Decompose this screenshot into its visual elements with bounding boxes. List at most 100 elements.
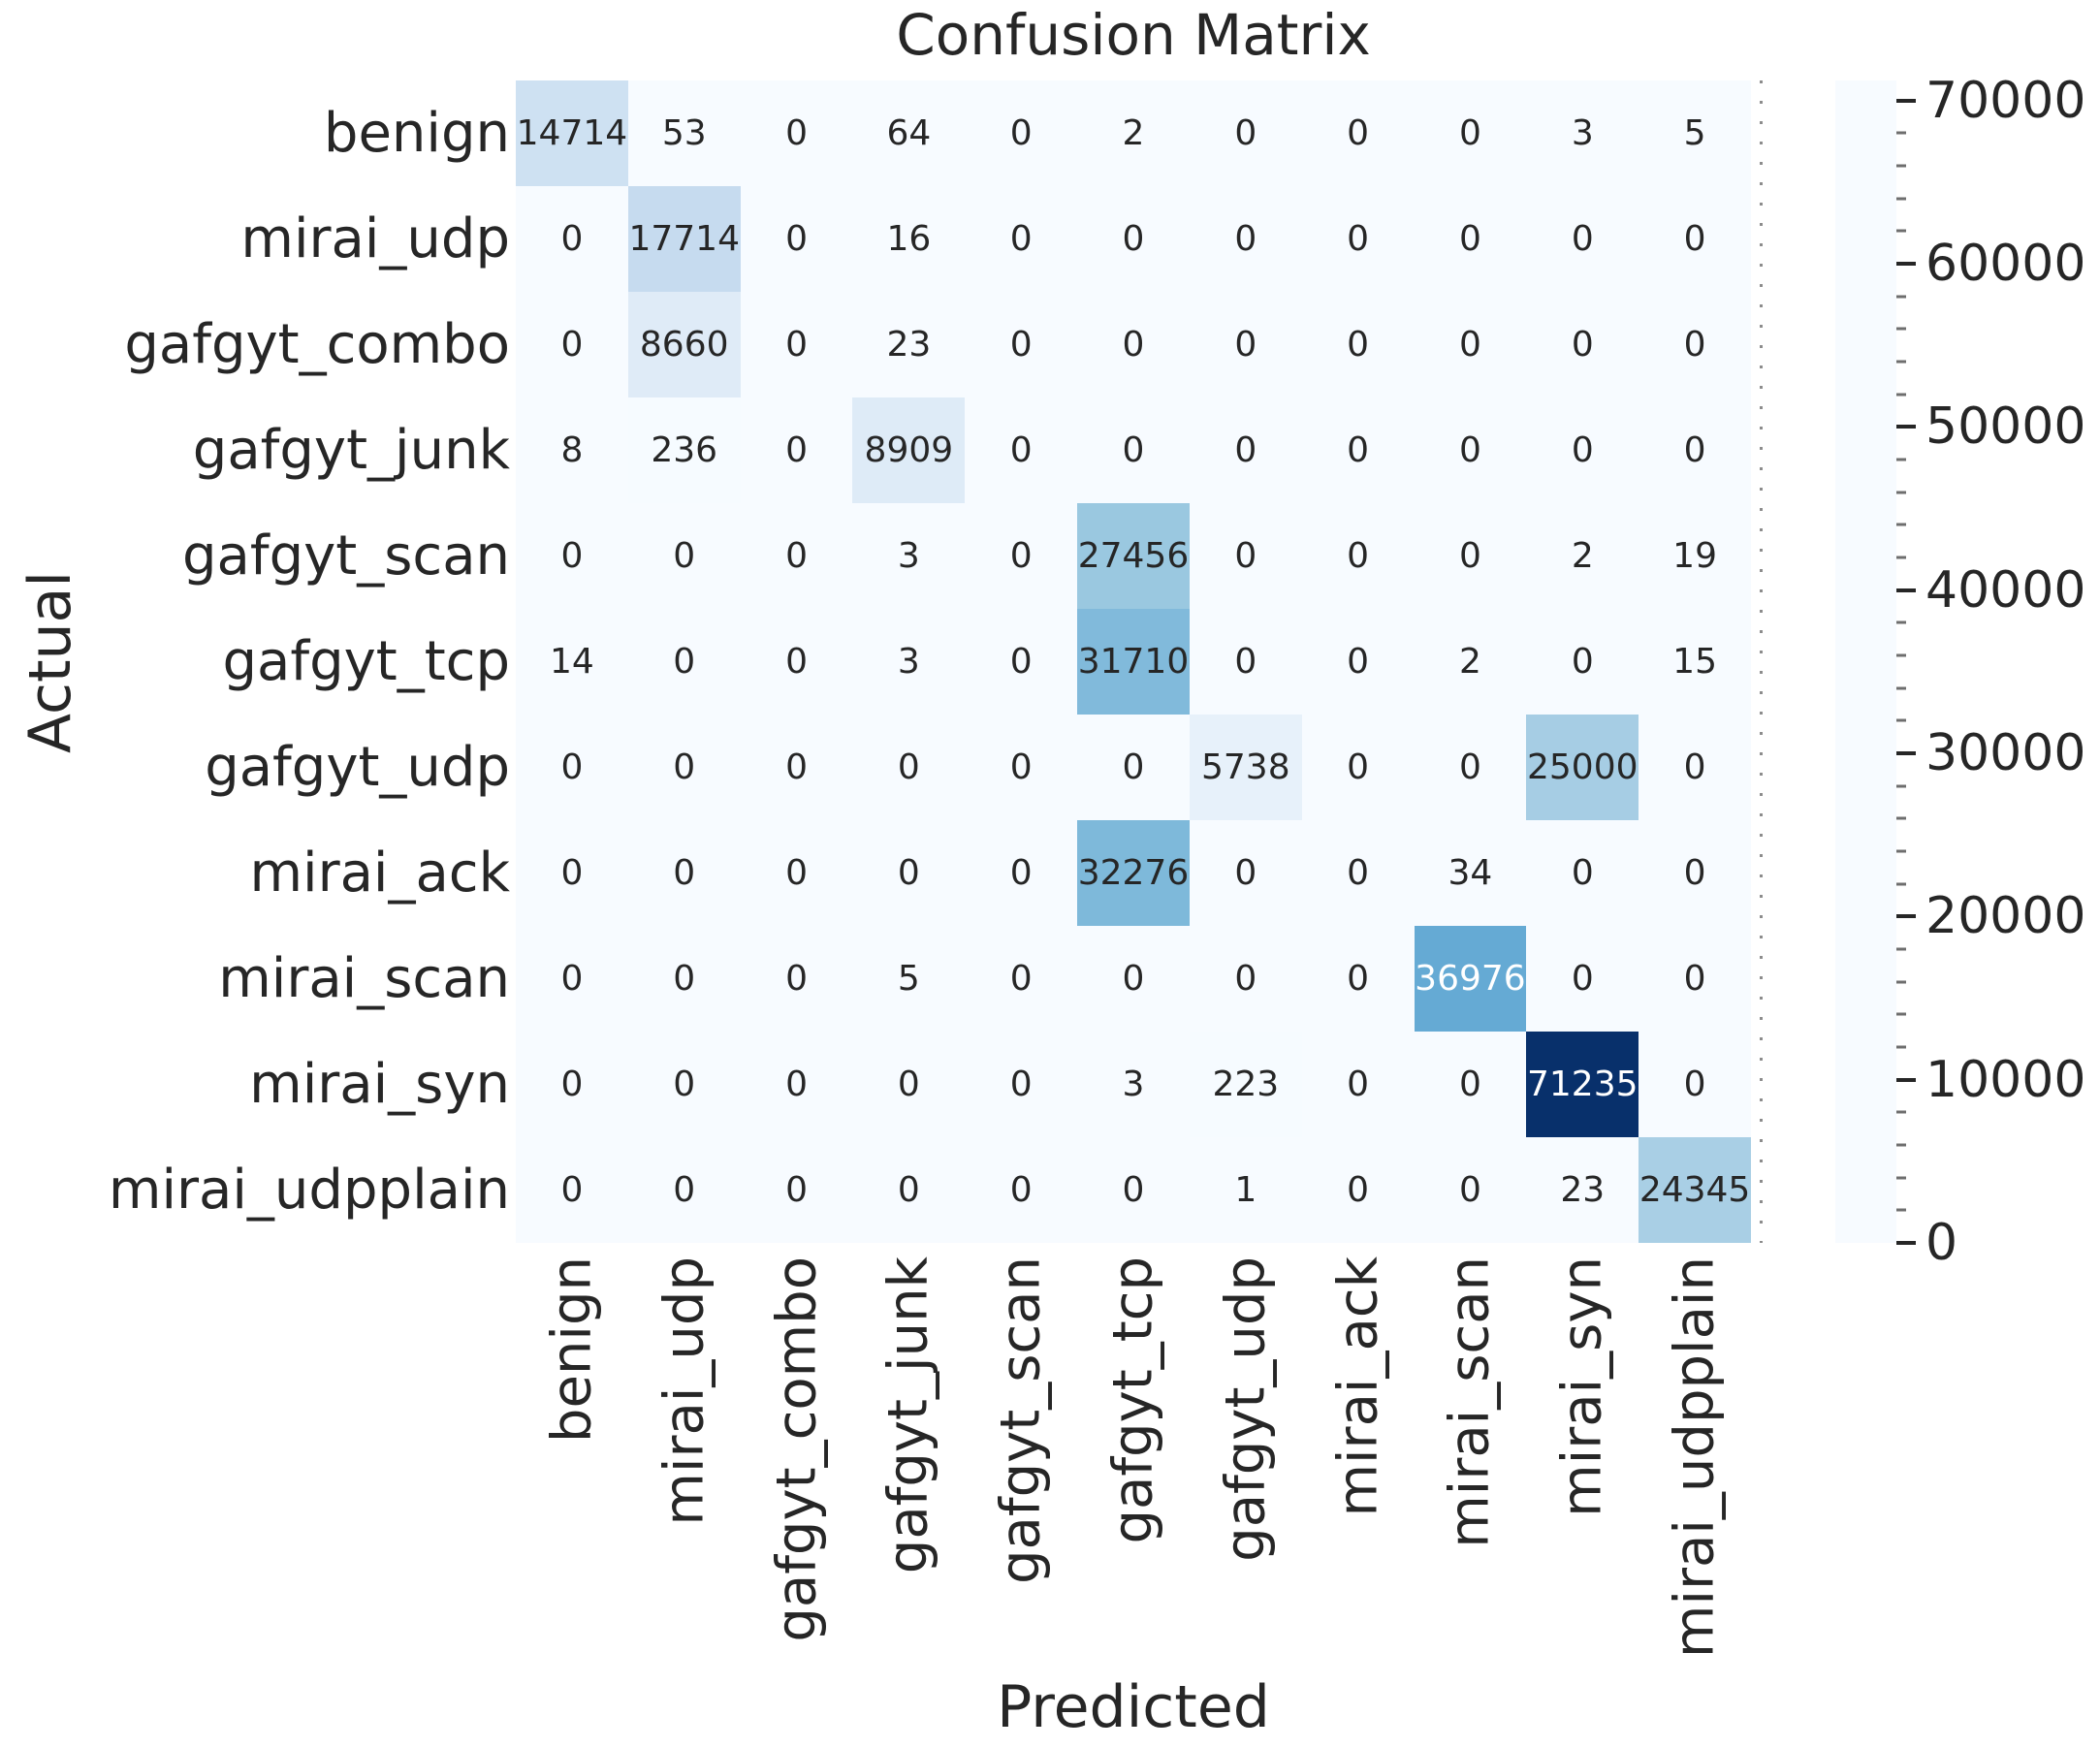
y-tick-label-mirai_syn: mirai_syn bbox=[249, 1053, 510, 1116]
colorbar-minor-tick bbox=[1896, 164, 1906, 168]
y-tick-label-gafgyt_udp: gafgyt_udp bbox=[205, 736, 510, 799]
heatmap-cell-mirai_ack-gafgyt_udp: 0 bbox=[1189, 820, 1302, 926]
colorbar-tick-label-0: 0 bbox=[1925, 1214, 1958, 1272]
heatmap-cell-gafgyt_junk-benign: 8 bbox=[516, 397, 628, 503]
heatmap-cell-mirai_scan-gafgyt_combo: 0 bbox=[740, 926, 853, 1032]
y-tick-label-gafgyt_combo: gafgyt_combo bbox=[124, 313, 510, 376]
heatmap-cell-gafgyt_tcp-mirai_udp: 0 bbox=[627, 609, 741, 715]
heatmap-cell-mirai_scan-gafgyt_scan: 0 bbox=[965, 926, 1078, 1032]
colorbar-major-tick-30000 bbox=[1896, 751, 1916, 756]
heatmap-cell-gafgyt_tcp-mirai_syn: 0 bbox=[1526, 609, 1639, 715]
x-tick-labels: benign mirai_udp gafgyt_combo gafgyt_junk ga… bbox=[516, 1256, 1751, 1702]
heatmap-cell-gafgyt_tcp-gafgyt_scan: 0 bbox=[965, 609, 1078, 715]
colorbar-tick-label-50000: 50000 bbox=[1925, 397, 2086, 457]
colorbar-minor-tick bbox=[1896, 718, 1906, 722]
heatmap-cell-mirai_udpplain-benign: 0 bbox=[516, 1137, 628, 1243]
colorbar-minor-tick bbox=[1896, 947, 1906, 951]
heatmap-cell-mirai_udpplain-gafgyt_combo: 0 bbox=[740, 1137, 853, 1243]
colorbar-major-tick-0 bbox=[1896, 1241, 1916, 1245]
colorbar-major-tick-50000 bbox=[1896, 425, 1916, 429]
heatmap-cell-gafgyt_junk-gafgyt_combo: 0 bbox=[740, 397, 853, 503]
heatmap-cell-gafgyt_tcp-gafgyt_udp: 0 bbox=[1189, 609, 1302, 715]
colorbar-minor-tick bbox=[1896, 197, 1906, 201]
colorbar-minor-tick bbox=[1896, 1176, 1906, 1180]
x-tick-label-mirai_syn: mirai_syn bbox=[1550, 1256, 1614, 1517]
heatmap-cell-mirai_udpplain-gafgyt_scan: 0 bbox=[965, 1137, 1078, 1243]
colorbar-minor-tick bbox=[1896, 327, 1906, 331]
heatmap-cell-benign-mirai_udpplain: 5 bbox=[1639, 80, 1751, 186]
heatmap-cell-mirai_udp-gafgyt_tcp: 0 bbox=[1077, 186, 1190, 292]
heatmap-cell-mirai_syn-gafgyt_junk: 0 bbox=[852, 1032, 966, 1137]
x-tick-label-benign: benign bbox=[540, 1256, 604, 1444]
heatmap-cell-benign-gafgyt_udp: 0 bbox=[1189, 80, 1302, 186]
heatmap-cell-mirai_ack-gafgyt_tcp: 32276 bbox=[1077, 820, 1190, 926]
colorbar-minor-tick bbox=[1896, 784, 1906, 788]
heatmap-cell-mirai_udp-gafgyt_scan: 0 bbox=[965, 186, 1078, 292]
heatmap-cell-gafgyt_scan-mirai_scan: 0 bbox=[1414, 503, 1527, 609]
colorbar-minor-tick bbox=[1896, 1143, 1906, 1147]
colorbar bbox=[1835, 80, 1896, 1243]
heatmap-cell-gafgyt_combo-gafgyt_combo: 0 bbox=[740, 292, 853, 397]
colorbar-minor-tick bbox=[1896, 1012, 1906, 1016]
colorbar-minor-tick bbox=[1896, 1110, 1906, 1114]
colorbar-minor-tick bbox=[1896, 1045, 1906, 1049]
heatmap-cell-gafgyt_udp-gafgyt_scan: 0 bbox=[965, 715, 1078, 820]
y-tick-label-mirai_scan: mirai_scan bbox=[218, 947, 510, 1010]
colorbar-tick-label-20000: 20000 bbox=[1925, 887, 2086, 946]
heatmap-cell-benign-gafgyt_scan: 0 bbox=[965, 80, 1078, 186]
colorbar-major-tick-60000 bbox=[1896, 262, 1916, 267]
heatmap-cell-gafgyt_scan-mirai_ack: 0 bbox=[1301, 503, 1415, 609]
heatmap-cell-gafgyt_junk-mirai_udpplain: 0 bbox=[1639, 397, 1751, 503]
heatmap-cell-mirai_scan-mirai_syn: 0 bbox=[1526, 926, 1639, 1032]
heatmap-cell-mirai_udp-gafgyt_junk: 16 bbox=[852, 186, 966, 292]
heatmap-cell-benign-gafgyt_junk: 64 bbox=[852, 80, 966, 186]
colorbar-minor-tick bbox=[1896, 295, 1906, 299]
heatmap-cell-gafgyt_tcp-gafgyt_tcp: 31710 bbox=[1077, 609, 1190, 715]
x-tick-label-mirai_ack: mirai_ack bbox=[1326, 1256, 1390, 1517]
heatmap-cell-gafgyt_combo-benign: 0 bbox=[516, 292, 628, 397]
heatmap-cell-mirai_udpplain-mirai_scan: 0 bbox=[1414, 1137, 1527, 1243]
heatmap-cell-mirai_scan-mirai_udpplain: 0 bbox=[1639, 926, 1751, 1032]
heatmap-cell-gafgyt_combo-mirai_scan: 0 bbox=[1414, 292, 1527, 397]
heatmap-cell-mirai_udp-mirai_scan: 0 bbox=[1414, 186, 1527, 292]
colorbar-minor-tick bbox=[1896, 458, 1906, 461]
heatmap-cell-mirai_ack-mirai_udpplain: 0 bbox=[1639, 820, 1751, 926]
y-tick-label-mirai_udpplain: mirai_udpplain bbox=[108, 1159, 510, 1222]
colorbar-major-tick-70000 bbox=[1896, 98, 1916, 103]
heatmap-cell-gafgyt_combo-mirai_syn: 0 bbox=[1526, 292, 1639, 397]
heatmap-cell-gafgyt_junk-mirai_ack: 0 bbox=[1301, 397, 1415, 503]
heatmap-cell-mirai_ack-mirai_udp: 0 bbox=[627, 820, 741, 926]
colorbar-tick-label-40000: 40000 bbox=[1925, 560, 2086, 620]
colorbar-major-tick-20000 bbox=[1896, 914, 1916, 919]
chart-title: Confusion Matrix bbox=[896, 2, 1371, 68]
heatmap-cell-mirai_syn-mirai_udp: 0 bbox=[627, 1032, 741, 1137]
heatmap-cell-gafgyt_udp-gafgyt_tcp: 0 bbox=[1077, 715, 1190, 820]
heatmap-cell-benign-mirai_ack: 0 bbox=[1301, 80, 1415, 186]
heatmap-cell-gafgyt_scan-gafgyt_junk: 3 bbox=[852, 503, 966, 609]
heatmap-cell-mirai_scan-gafgyt_junk: 5 bbox=[852, 926, 966, 1032]
y-tick-label-gafgyt_tcp: gafgyt_tcp bbox=[222, 630, 510, 693]
heatmap-cell-mirai_scan-gafgyt_udp: 0 bbox=[1189, 926, 1302, 1032]
heatmap-cell-gafgyt_junk-gafgyt_tcp: 0 bbox=[1077, 397, 1190, 503]
heatmap-cell-mirai_udp-gafgyt_combo: 0 bbox=[740, 186, 853, 292]
heatmap-cell-mirai_syn-gafgyt_udp: 223 bbox=[1189, 1032, 1302, 1137]
heatmap-cell-gafgyt_tcp-gafgyt_junk: 3 bbox=[852, 609, 966, 715]
x-tick-label-gafgyt_udp: gafgyt_udp bbox=[1214, 1256, 1278, 1562]
y-tick-label-benign: benign bbox=[323, 102, 510, 165]
heatmap-cell-gafgyt_combo-gafgyt_tcp: 0 bbox=[1077, 292, 1190, 397]
heatmap-cell-gafgyt_scan-mirai_udp: 0 bbox=[627, 503, 741, 609]
heatmap-cell-benign-gafgyt_tcp: 2 bbox=[1077, 80, 1190, 186]
heatmap-cell-gafgyt_udp-gafgyt_combo: 0 bbox=[740, 715, 853, 820]
heatmap-cell-gafgyt_udp-mirai_ack: 0 bbox=[1301, 715, 1415, 820]
heatmap-cell-mirai_syn-mirai_ack: 0 bbox=[1301, 1032, 1415, 1137]
heatmap-cell-mirai_syn-benign: 0 bbox=[516, 1032, 628, 1137]
y-tick-labels: benign mirai_udp gafgyt_combo gafgyt_junk ga… bbox=[0, 80, 510, 1243]
heatmap-cell-gafgyt_combo-mirai_udpplain: 0 bbox=[1639, 292, 1751, 397]
heatmap-cell-gafgyt_udp-mirai_syn: 25000 bbox=[1526, 715, 1639, 820]
heatmap-cell-gafgyt_udp-mirai_udpplain: 0 bbox=[1639, 715, 1751, 820]
heatmap-cell-mirai_ack-mirai_scan: 34 bbox=[1414, 820, 1527, 926]
colorbar-minor-tick bbox=[1896, 360, 1906, 364]
heatmap-cell-mirai_syn-mirai_scan: 0 bbox=[1414, 1032, 1527, 1137]
heatmap-cell-gafgyt_junk-gafgyt_junk: 8909 bbox=[852, 397, 966, 503]
colorbar-minor-tick bbox=[1896, 393, 1906, 397]
